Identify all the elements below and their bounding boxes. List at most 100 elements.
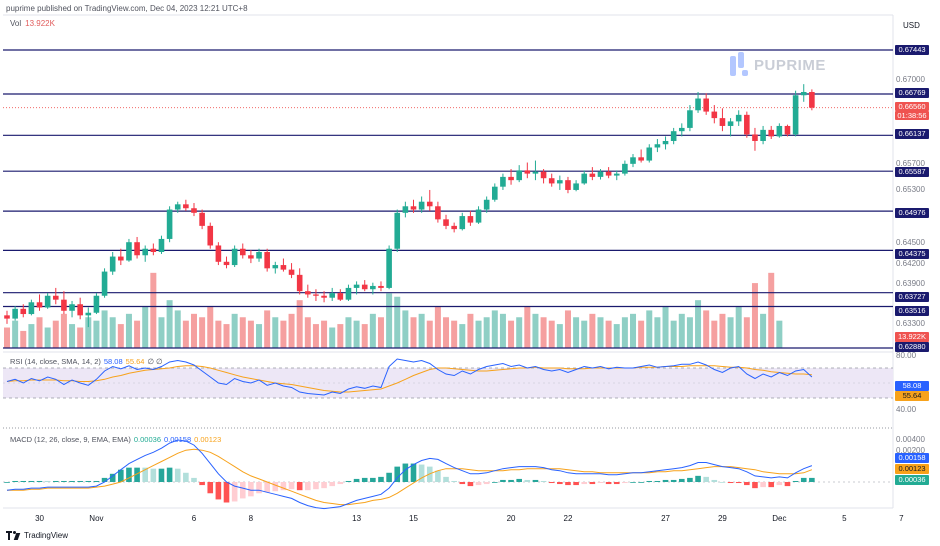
- macd-histogram-bar: [199, 482, 205, 486]
- macd-histogram-bar: [475, 482, 482, 486]
- macd-histogram-bar: [622, 482, 628, 484]
- volume-bar: [589, 313, 596, 348]
- macd-histogram-bar: [459, 482, 466, 485]
- candle-body: [508, 176, 514, 181]
- candle-body: [248, 255, 254, 259]
- volume-bar: [52, 320, 59, 348]
- macd-histogram-bar: [508, 479, 514, 482]
- volume-bar: [410, 317, 417, 348]
- volume-bar: [719, 313, 726, 348]
- macd-histogram-bar: [223, 482, 230, 503]
- candle-body: [109, 256, 116, 272]
- volume-bar: [743, 317, 750, 348]
- candle-body: [215, 245, 222, 262]
- time-axis-label: Nov: [89, 514, 104, 523]
- rsi-legend-ma: 55.64: [125, 357, 145, 366]
- candle-body: [134, 242, 140, 256]
- rsi-axis-label: 40.00: [896, 405, 917, 414]
- candle-body: [174, 204, 181, 210]
- volume-bar: [695, 300, 702, 348]
- volume-bar: [499, 313, 506, 348]
- volume-bar: [483, 317, 490, 348]
- volume-bar: [532, 313, 539, 348]
- macd-histogram-bar: [305, 482, 311, 491]
- macd-histogram-bar: [69, 480, 75, 482]
- volume-bar: [329, 327, 336, 348]
- macd-histogram-bar: [613, 482, 620, 485]
- time-axis-label: 30: [35, 514, 44, 523]
- candle-body: [809, 91, 815, 108]
- puprime-logo-icon: [728, 52, 750, 78]
- volume-bar: [296, 300, 303, 348]
- volume-bar: [369, 313, 376, 348]
- macd-histogram-bar: [353, 478, 360, 482]
- volume-bar: [451, 320, 458, 348]
- volume-bar: [418, 313, 425, 348]
- macd-histogram-bar: [239, 482, 246, 499]
- volume-bar: [394, 296, 401, 348]
- macd-histogram-bar: [207, 482, 214, 494]
- volume-bar: [69, 324, 76, 348]
- candle-body: [410, 206, 417, 210]
- volume-bar: [321, 320, 328, 348]
- macd-histogram-bar: [630, 482, 636, 483]
- rsi-legend-label: RSI (14, close, SMA, 14, 2): [10, 357, 101, 366]
- candle-body: [662, 140, 669, 145]
- macd-histogram-bar: [361, 477, 368, 482]
- candle-body: [126, 242, 132, 261]
- volume-bar: [345, 317, 352, 348]
- volume-bar: [760, 313, 767, 348]
- candle-body: [361, 284, 368, 290]
- macd-legend-macd: 0.00158: [164, 435, 192, 444]
- volume-bar: [142, 307, 149, 348]
- macd-histogram-bar: [264, 482, 270, 493]
- macd-histogram-bar: [370, 477, 376, 482]
- time-axis-label: 6: [191, 514, 197, 523]
- volume-bar: [573, 317, 580, 348]
- macd-histogram-bar: [516, 478, 522, 482]
- volume-bar: [735, 307, 742, 348]
- candle-body: [345, 287, 352, 300]
- level-badge: 0.66137: [895, 129, 929, 139]
- volume-bar: [256, 324, 263, 348]
- volume-bar: [564, 310, 571, 348]
- candle-body: [426, 201, 433, 207]
- macd-histogram-bar: [61, 480, 67, 482]
- macd-histogram-bar: [654, 480, 661, 482]
- macd-histogram-bar: [703, 476, 709, 482]
- volume-bar: [361, 324, 368, 348]
- puprime-watermark: PUPRIME: [728, 52, 826, 78]
- macd-histogram-bar: [418, 464, 425, 482]
- candle-body: [264, 251, 270, 269]
- price-axis-label: 0.64500: [896, 238, 925, 247]
- macd-legend-hist: 0.00036: [133, 435, 161, 444]
- candle-body: [272, 265, 279, 269]
- volume-bar: [223, 324, 230, 348]
- macd-histogram-bar: [483, 482, 490, 485]
- candle-body: [191, 208, 197, 213]
- macd-histogram-bar: [12, 480, 18, 482]
- macd-histogram-bar: [800, 477, 807, 482]
- macd-histogram-bar: [573, 482, 579, 486]
- candle-body: [28, 302, 35, 315]
- level-badge: 0.64375: [895, 249, 929, 259]
- macd-histogram-bar: [77, 480, 83, 482]
- candle-body: [418, 201, 425, 210]
- volume-bar: [125, 313, 132, 348]
- macd-signal-line: [7, 448, 813, 506]
- candle-body: [695, 98, 701, 111]
- volume-bar: [150, 272, 157, 348]
- volume-bar: [662, 307, 669, 348]
- candle-body: [353, 284, 360, 288]
- macd-histogram-bar: [142, 467, 149, 482]
- macd-histogram-bar: [540, 480, 547, 482]
- macd-histogram-bar: [727, 482, 734, 484]
- volume-bar: [670, 320, 677, 348]
- volume-label: Vol: [10, 19, 22, 28]
- macd-histogram-bar: [410, 463, 417, 482]
- macd-axis-label: 0.00200: [896, 446, 925, 455]
- time-axis-label: 8: [248, 514, 254, 523]
- macd-histogram-bar: [36, 480, 43, 482]
- macd-histogram-bar: [134, 467, 140, 482]
